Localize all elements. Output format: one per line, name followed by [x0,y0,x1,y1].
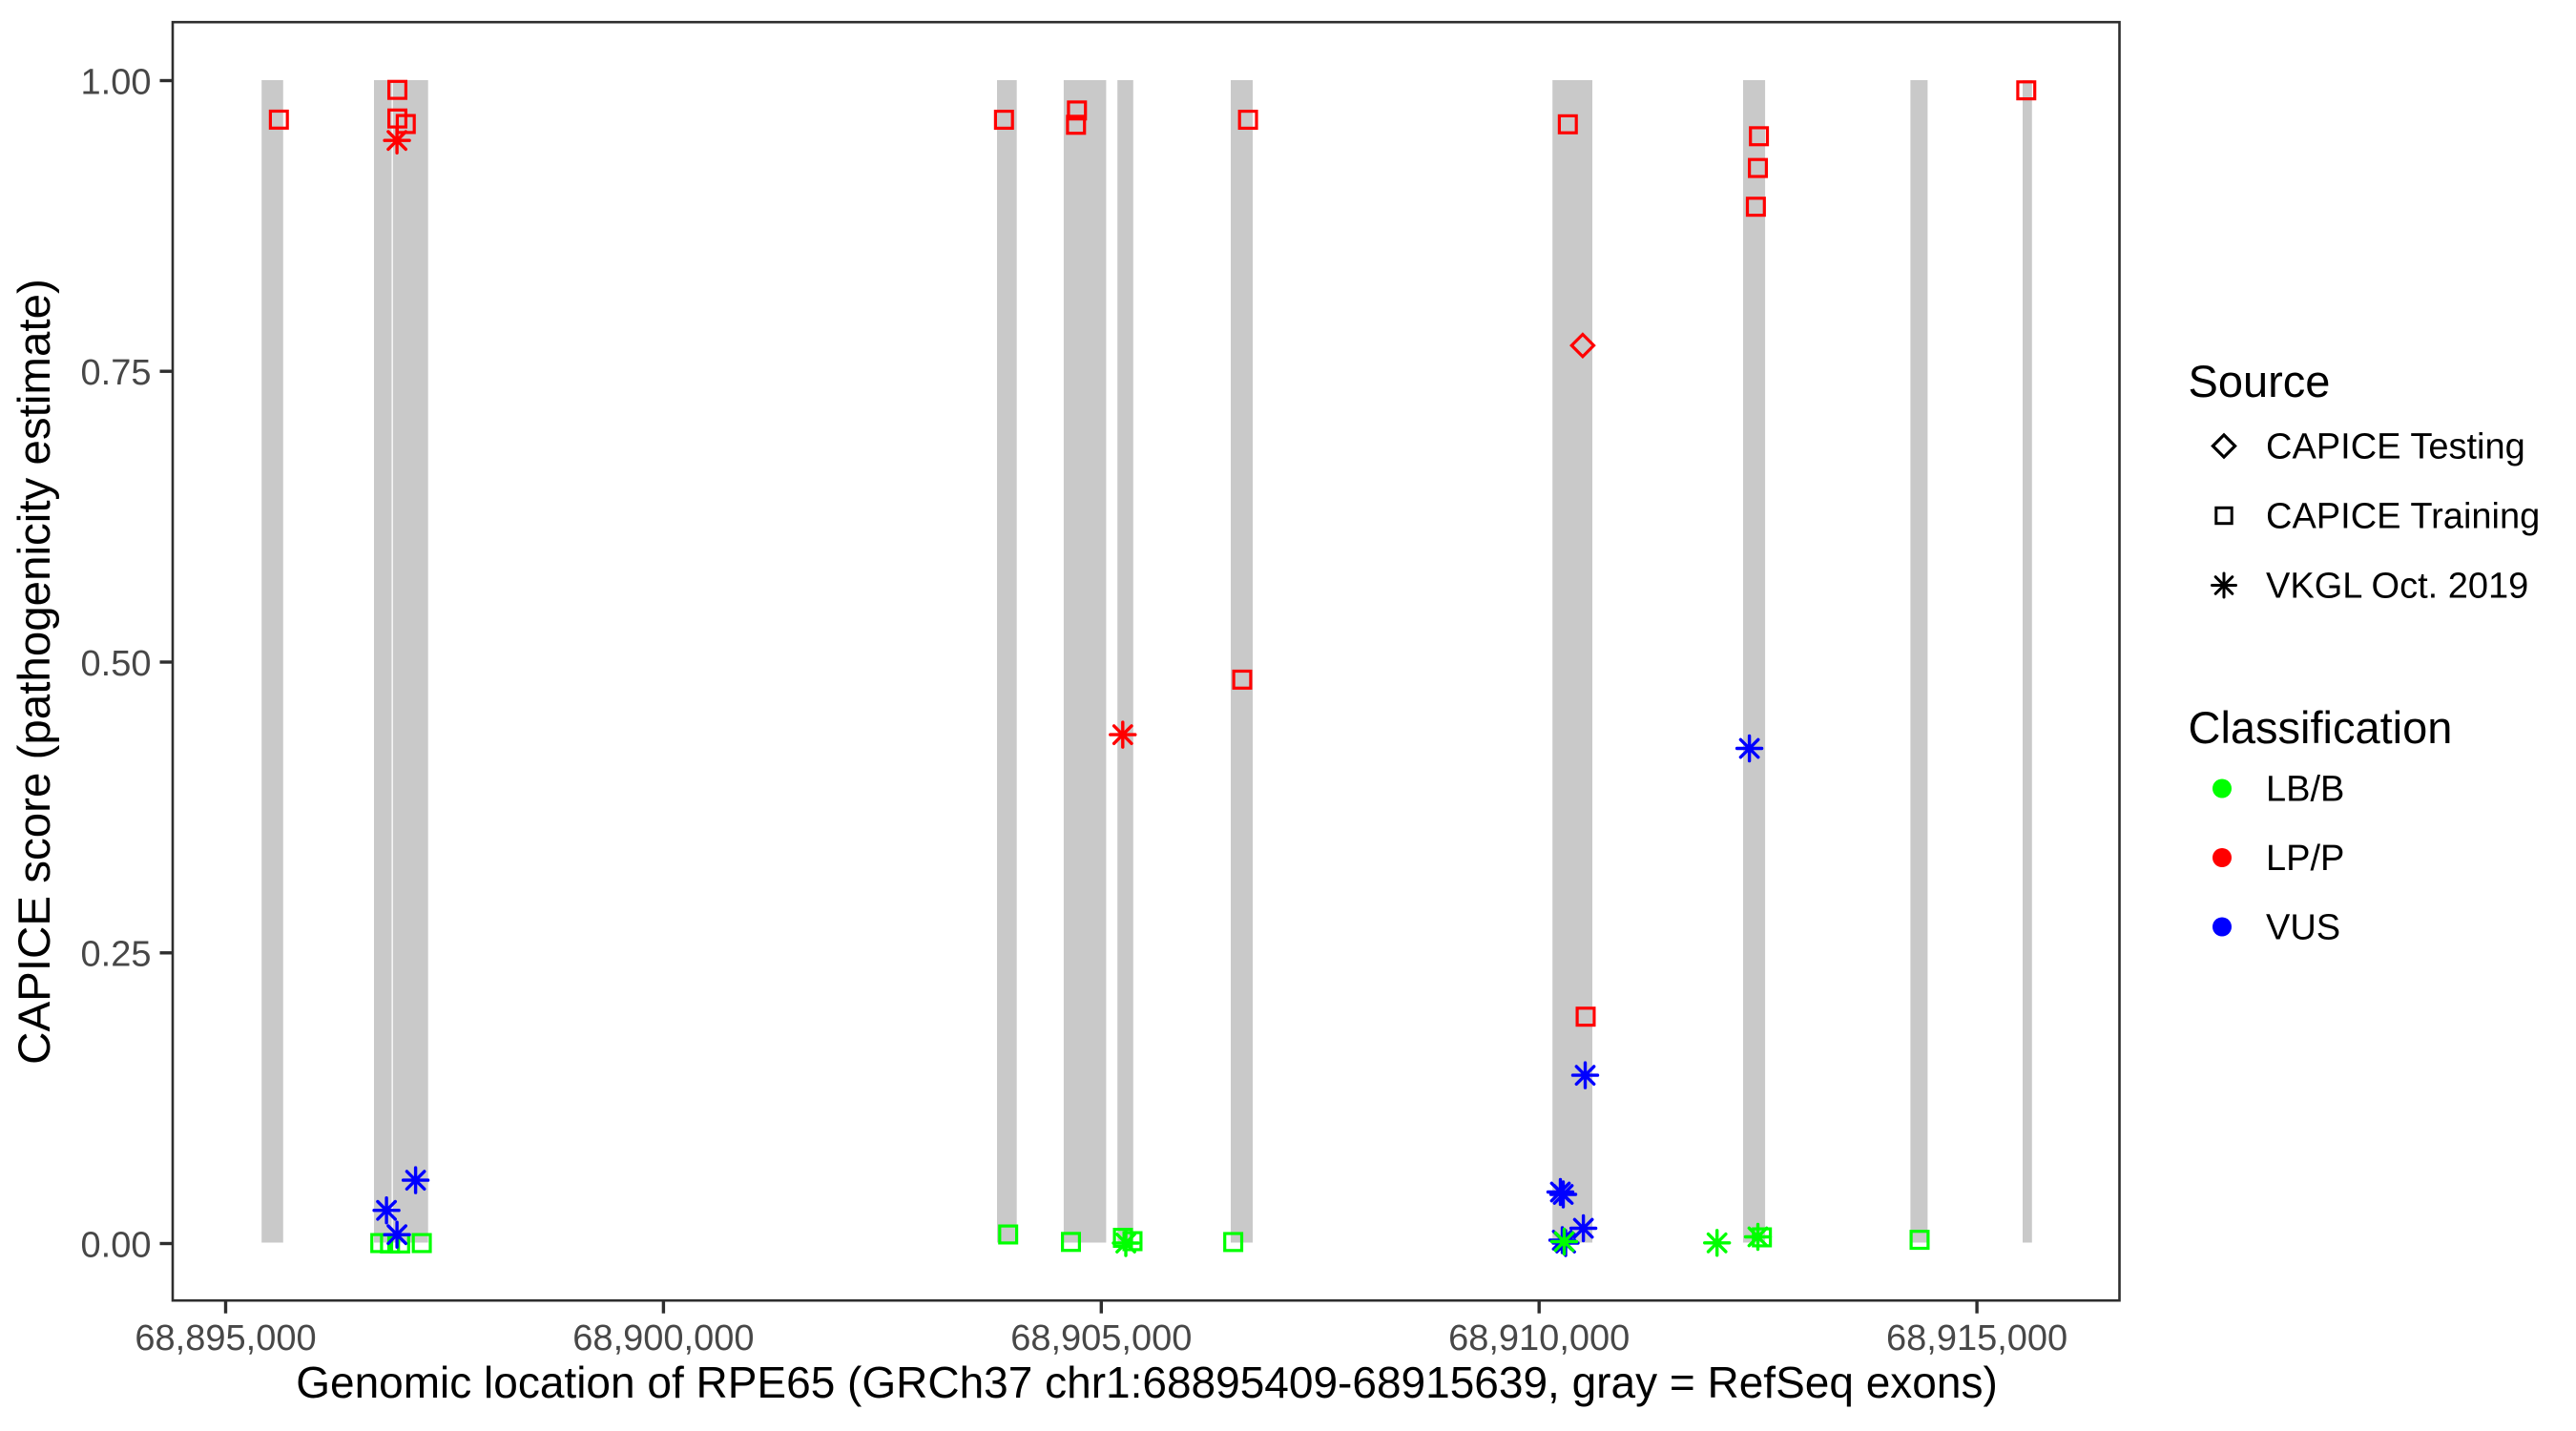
svg-text:CAPICE Training: CAPICE Training [2266,497,2540,537]
svg-text:CAPICE score (pathogenicity es: CAPICE score (pathogenicity estimate) [10,279,60,1065]
svg-text:Classification: Classification [2189,702,2453,753]
svg-text:VKGL Oct. 2019: VKGL Oct. 2019 [2266,567,2528,607]
svg-text:68,905,000: 68,905,000 [1010,1318,1192,1358]
svg-text:LB/B: LB/B [2266,770,2344,810]
svg-text:Source: Source [2189,356,2331,406]
svg-text:68,895,000: 68,895,000 [135,1318,316,1358]
svg-text:LP/P: LP/P [2266,839,2344,879]
svg-text:0.00: 0.00 [81,1225,152,1265]
svg-text:CAPICE Testing: CAPICE Testing [2266,427,2525,467]
svg-text:VUS: VUS [2266,908,2340,948]
svg-text:68,915,000: 68,915,000 [1886,1318,2067,1358]
svg-text:0.50: 0.50 [81,644,152,684]
svg-text:68,900,000: 68,900,000 [572,1318,754,1358]
svg-text:Genomic location of RPE65 (GRC: Genomic location of RPE65 (GRCh37 chr1:6… [296,1358,1998,1407]
svg-text:68,910,000: 68,910,000 [1448,1318,1630,1358]
svg-text:1.00: 1.00 [81,62,152,102]
svg-text:0.75: 0.75 [81,353,152,393]
svg-text:0.25: 0.25 [81,935,152,975]
